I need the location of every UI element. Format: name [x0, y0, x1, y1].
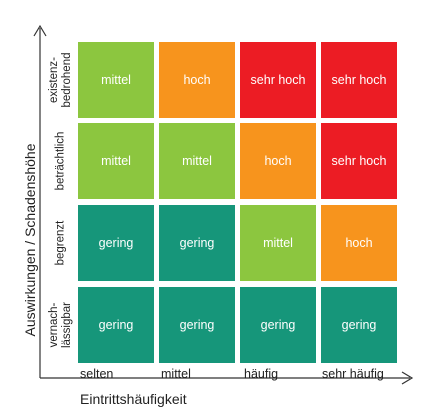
matrix-cell: mittel [159, 123, 235, 199]
y-axis-arrow-icon [33, 24, 47, 37]
matrix-cell: hoch [321, 205, 397, 281]
y-label-row-1: existenz- bedrohend [44, 42, 78, 118]
matrix-cell: gering [159, 205, 235, 281]
matrix-cell: mittel [78, 42, 154, 118]
y-label-row-4: vernach- lässigbar [44, 287, 78, 363]
x-axis-arrow-icon [401, 371, 414, 385]
matrix-cell: sehr hoch [321, 123, 397, 199]
risk-matrix: mittel hoch sehr hoch sehr hoch mittel m… [78, 42, 398, 364]
matrix-cell: gering [78, 287, 154, 363]
matrix-cell: hoch [240, 123, 316, 199]
y-axis-title: Auswirkungen / Schadenshöhe [22, 143, 38, 337]
x-label-selten: selten [80, 367, 114, 381]
matrix-cell: sehr hoch [240, 42, 316, 118]
matrix-cell: gering [321, 287, 397, 363]
y-label-row-2: beträchtlich [44, 123, 78, 199]
y-label-existenzbedrohend: existenz- bedrohend [48, 52, 73, 108]
matrix-cell: mittel [78, 123, 154, 199]
x-label-mittel: mittel [161, 367, 191, 381]
matrix-cell: gering [240, 287, 316, 363]
x-label-haeufig: häufig [244, 367, 279, 381]
x-label-sehr-haeufig: sehr häufig [322, 367, 384, 381]
matrix-cell: gering [78, 205, 154, 281]
y-label-begrenzt: begrenzt [54, 220, 67, 266]
matrix-cell: gering [159, 287, 235, 363]
matrix-cell: sehr hoch [321, 42, 397, 118]
matrix-cell: mittel [240, 205, 316, 281]
y-label-row-3: begrenzt [44, 205, 78, 281]
y-label-vernachlaessigbar: vernach- lässigbar [48, 301, 73, 349]
y-label-betraechtlich: beträchtlich [54, 131, 67, 191]
matrix-cell: hoch [159, 42, 235, 118]
x-axis-title: Eintrittshäufigkeit [80, 391, 187, 407]
